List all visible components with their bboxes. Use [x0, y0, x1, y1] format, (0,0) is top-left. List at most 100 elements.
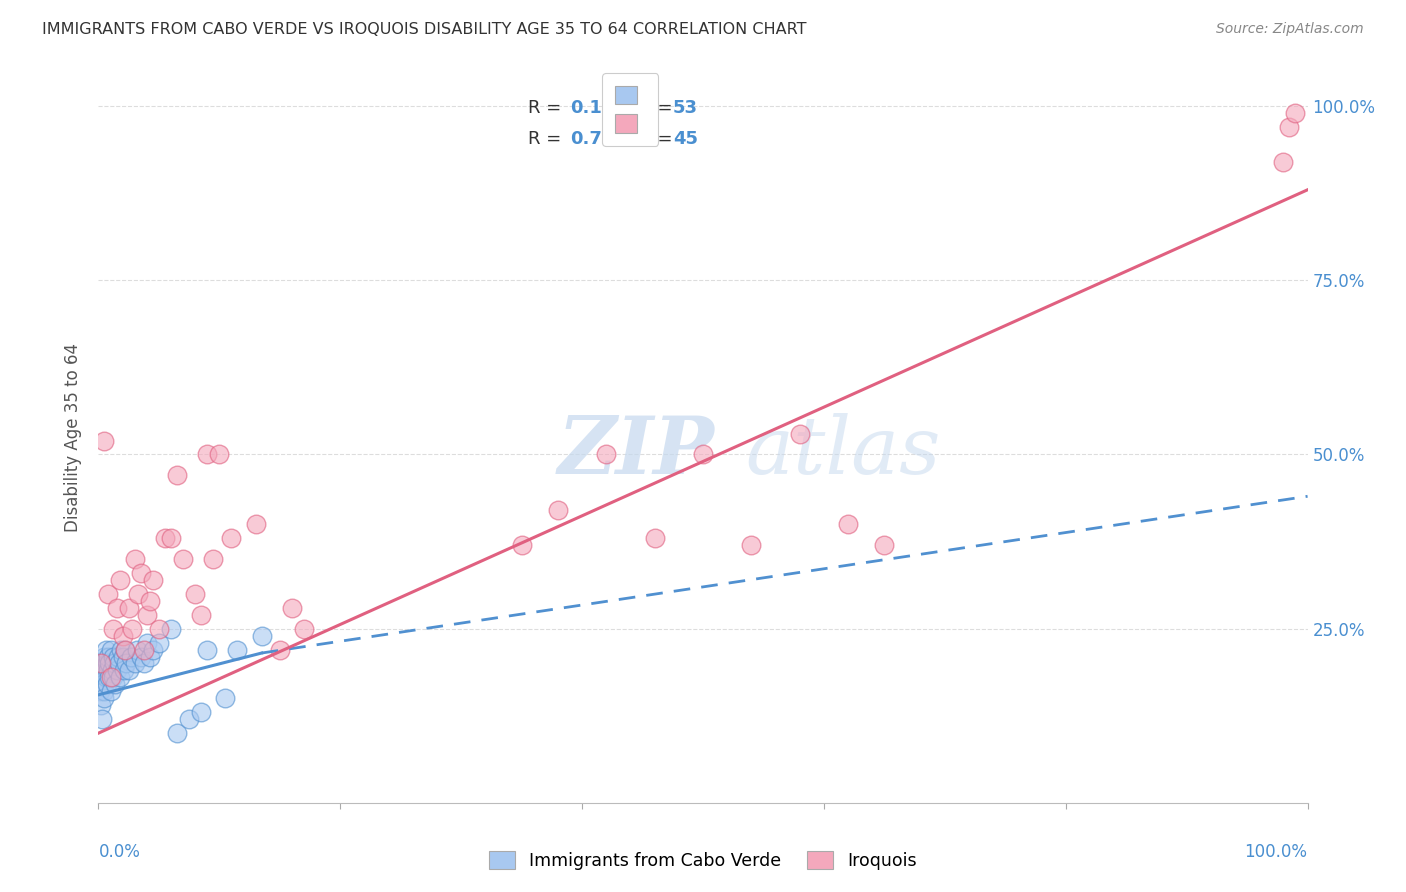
- Point: [111, 649, 134, 664]
- Point: [547, 503, 569, 517]
- Point: [134, 657, 156, 671]
- Point: [789, 426, 811, 441]
- Point: [91, 664, 114, 678]
- Text: N =: N =: [621, 130, 683, 148]
- Point: [93, 434, 115, 448]
- Point: [107, 649, 129, 664]
- Point: [160, 531, 183, 545]
- Point: [110, 642, 132, 657]
- Point: [98, 670, 121, 684]
- Point: [135, 635, 157, 649]
- Point: [115, 657, 138, 671]
- Point: [139, 594, 162, 608]
- Point: [595, 448, 617, 462]
- Legend: Immigrants from Cabo Verde, Iroquois: Immigrants from Cabo Verde, Iroquois: [481, 843, 925, 879]
- Point: [108, 657, 131, 671]
- Text: ZIP: ZIP: [558, 413, 714, 491]
- Point: [100, 670, 122, 684]
- Y-axis label: Disability Age 35 to 64: Disability Age 35 to 64: [65, 343, 83, 532]
- Point: [250, 629, 273, 643]
- Point: [100, 642, 122, 657]
- Point: [101, 649, 124, 664]
- Point: [226, 642, 249, 657]
- Text: 100.0%: 100.0%: [1244, 843, 1308, 861]
- Text: 0.0%: 0.0%: [98, 843, 141, 861]
- Point: [97, 664, 120, 678]
- Point: [179, 712, 201, 726]
- Point: [190, 607, 212, 622]
- Text: R =: R =: [527, 99, 572, 117]
- Point: [148, 622, 170, 636]
- Point: [118, 664, 141, 678]
- Point: [135, 607, 157, 622]
- Point: [1284, 106, 1306, 120]
- Point: [510, 538, 533, 552]
- Point: [644, 531, 666, 545]
- Point: [91, 670, 114, 684]
- Point: [292, 622, 315, 636]
- Point: [93, 649, 115, 664]
- Point: [91, 677, 114, 691]
- Point: [190, 705, 212, 719]
- Text: atlas: atlas: [745, 413, 941, 491]
- Point: [100, 684, 122, 698]
- Point: [120, 649, 142, 664]
- Point: [111, 629, 134, 643]
- Point: [166, 726, 188, 740]
- Text: 53: 53: [672, 99, 697, 117]
- Point: [195, 448, 218, 462]
- Point: [94, 642, 117, 657]
- Point: [97, 649, 120, 664]
- Point: [93, 691, 115, 706]
- Point: [184, 587, 207, 601]
- Point: [281, 600, 304, 615]
- Text: Source: ZipAtlas.com: Source: ZipAtlas.com: [1216, 22, 1364, 37]
- Point: [100, 664, 122, 678]
- Point: [90, 677, 112, 691]
- Point: [97, 587, 120, 601]
- Point: [94, 670, 117, 684]
- Point: [214, 691, 236, 706]
- Text: 0.179: 0.179: [569, 99, 627, 117]
- Text: 0.757: 0.757: [569, 130, 627, 148]
- Point: [118, 600, 141, 615]
- Point: [93, 684, 115, 698]
- Point: [837, 517, 859, 532]
- Point: [105, 600, 128, 615]
- Point: [208, 448, 231, 462]
- Point: [90, 698, 112, 713]
- Point: [114, 642, 136, 657]
- Point: [90, 657, 112, 671]
- Point: [108, 670, 131, 684]
- Point: [101, 670, 124, 684]
- Point: [129, 566, 152, 580]
- Point: [127, 642, 149, 657]
- Point: [148, 635, 170, 649]
- Point: [142, 642, 165, 657]
- Point: [101, 622, 124, 636]
- Point: [269, 642, 291, 657]
- Point: [245, 517, 267, 532]
- Point: [692, 448, 714, 462]
- Point: [139, 649, 162, 664]
- Point: [96, 677, 118, 691]
- Point: [98, 657, 121, 671]
- Text: R =: R =: [527, 130, 572, 148]
- Point: [112, 664, 135, 678]
- Point: [121, 622, 143, 636]
- Legend: , : ,: [602, 73, 658, 146]
- Point: [166, 468, 188, 483]
- Point: [124, 657, 146, 671]
- Point: [91, 712, 114, 726]
- Point: [105, 664, 128, 678]
- Point: [1278, 120, 1301, 134]
- Text: IMMIGRANTS FROM CABO VERDE VS IROQUOIS DISABILITY AGE 35 TO 64 CORRELATION CHART: IMMIGRANTS FROM CABO VERDE VS IROQUOIS D…: [42, 22, 807, 37]
- Point: [91, 657, 114, 671]
- Point: [142, 573, 165, 587]
- Point: [134, 642, 156, 657]
- Point: [103, 657, 125, 671]
- Point: [89, 684, 111, 698]
- Text: N =: N =: [621, 99, 683, 117]
- Point: [124, 552, 146, 566]
- Point: [96, 657, 118, 671]
